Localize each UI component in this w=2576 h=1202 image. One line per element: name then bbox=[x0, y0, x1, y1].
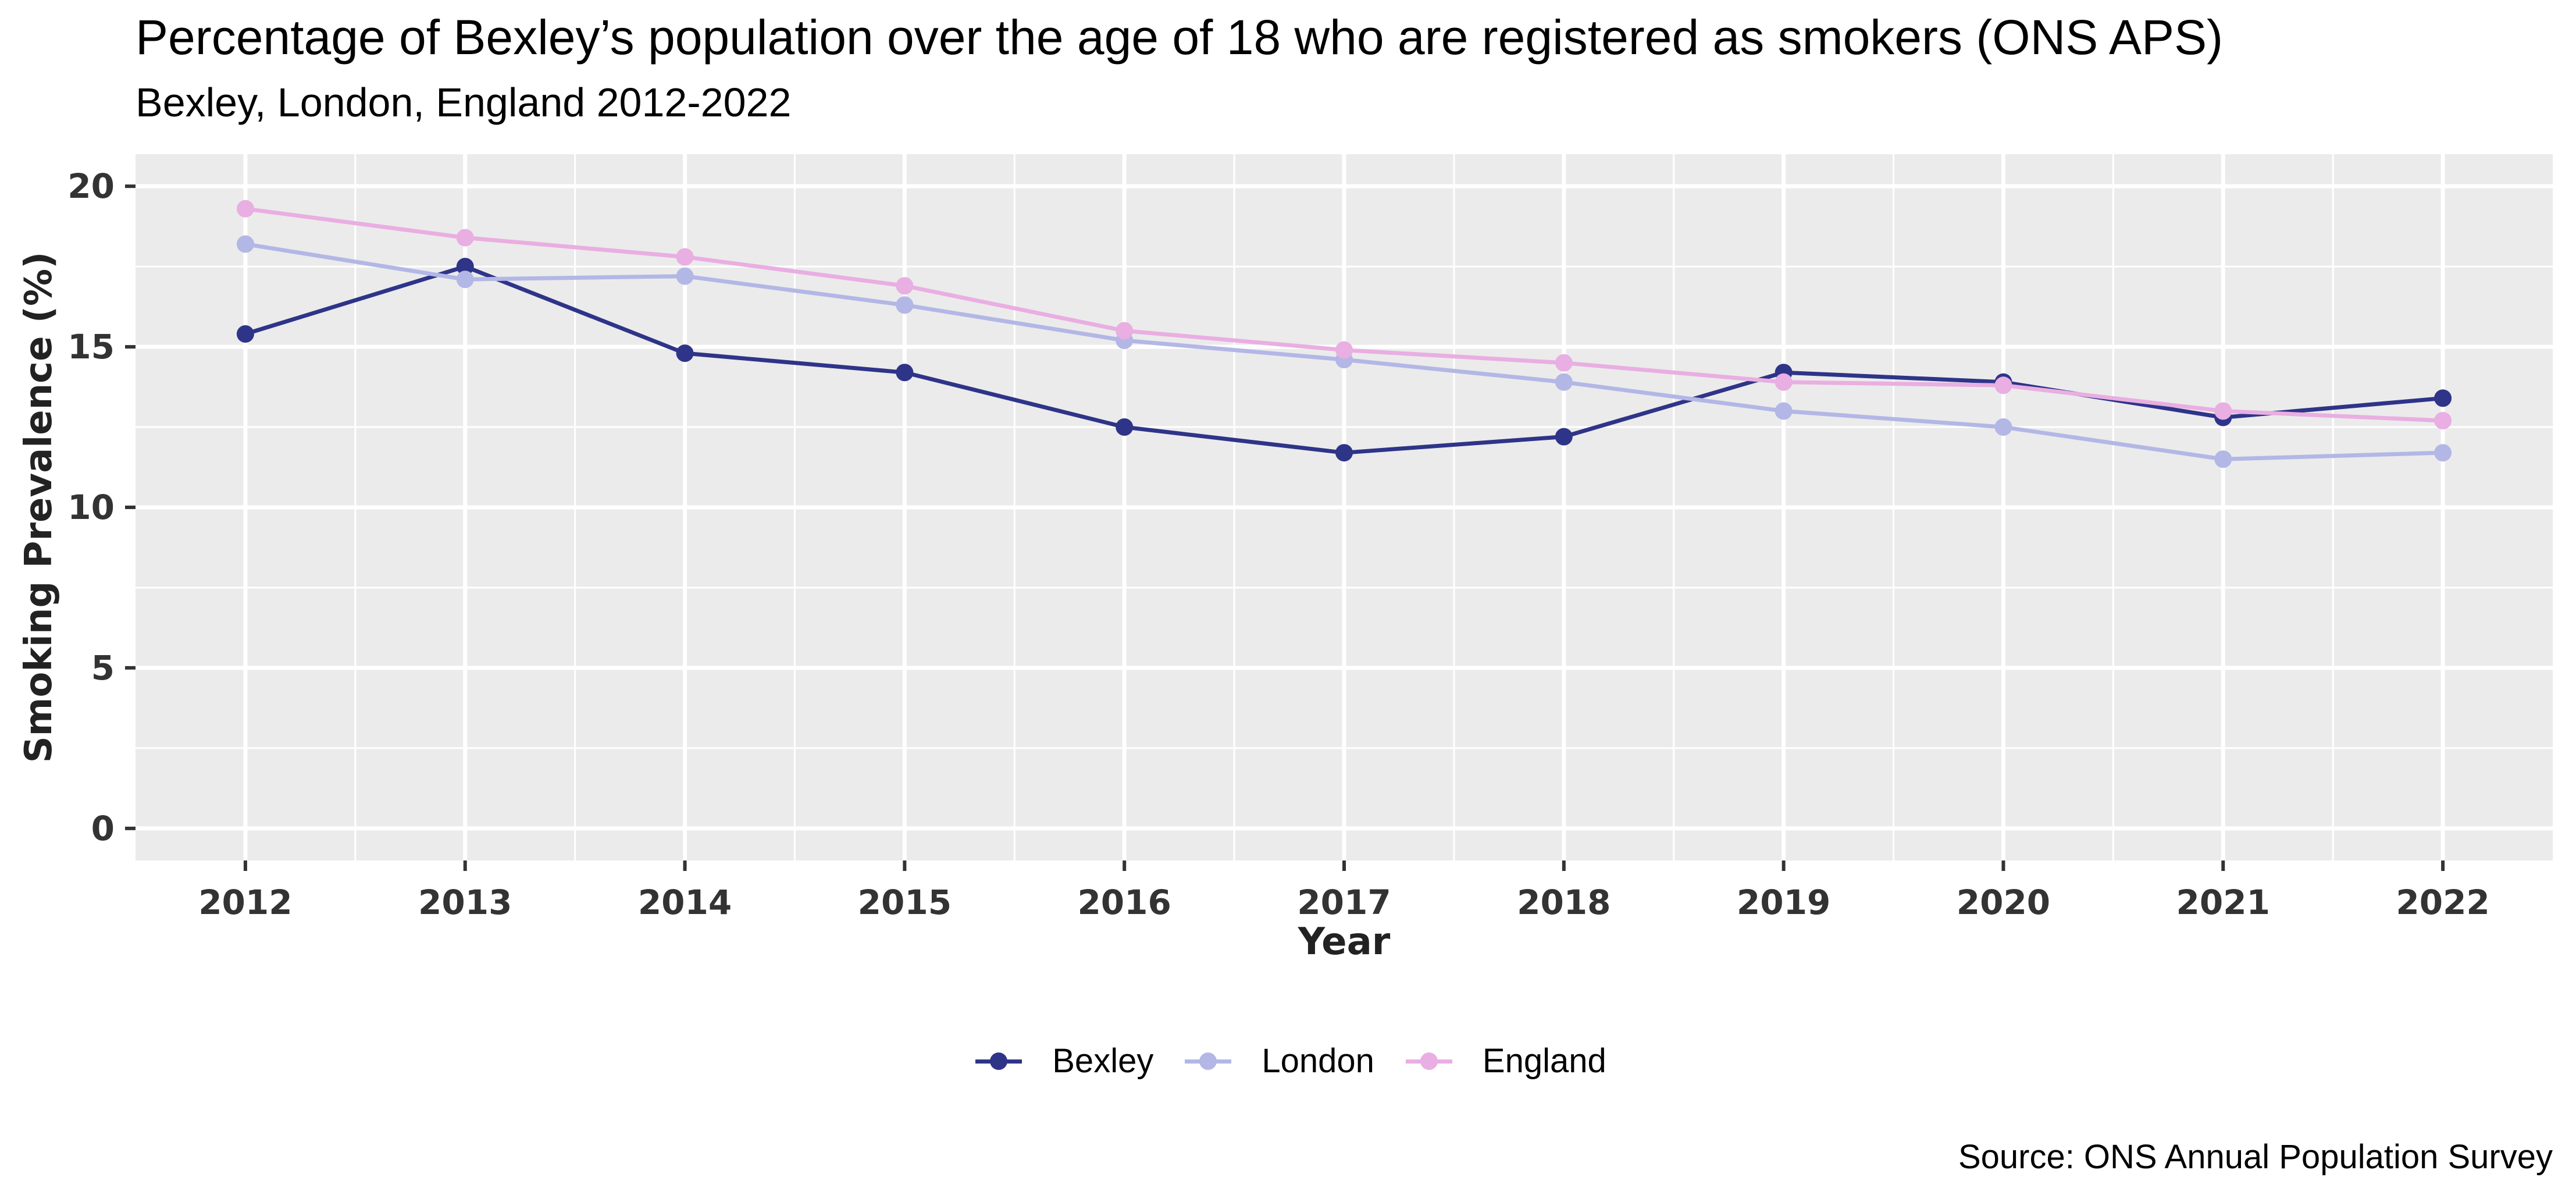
x-tick-label: 2022 bbox=[2396, 883, 2489, 922]
data-point-england-2013 bbox=[456, 229, 474, 247]
legend-point-swatch bbox=[990, 1052, 1008, 1070]
x-tick-label: 2017 bbox=[1297, 883, 1391, 922]
data-point-england-2019 bbox=[1775, 373, 1793, 391]
data-point-bexley-2016 bbox=[1116, 418, 1134, 436]
x-axis-title: Year bbox=[1298, 920, 1391, 963]
data-point-bexley-2012 bbox=[236, 325, 254, 343]
y-tick-label: 0 bbox=[91, 809, 115, 848]
data-point-london-2012 bbox=[236, 235, 254, 253]
x-tick-label: 2019 bbox=[1737, 883, 1830, 922]
y-axis: 0 5 10 15 20 bbox=[67, 166, 136, 848]
legend-label: England bbox=[1482, 1042, 1606, 1080]
legend-point-swatch bbox=[1420, 1052, 1438, 1070]
series-points bbox=[236, 200, 2452, 468]
y-tick-label: 10 bbox=[67, 488, 115, 527]
data-point-london-2013 bbox=[456, 271, 474, 289]
x-tick-label: 2014 bbox=[638, 883, 732, 922]
data-point-bexley-2013 bbox=[456, 258, 474, 276]
data-point-england-2021 bbox=[2214, 402, 2232, 420]
data-point-england-2012 bbox=[236, 200, 254, 218]
x-tick-label: 2021 bbox=[2176, 883, 2270, 922]
source-caption: Source: ONS Annual Population Survey bbox=[1958, 1138, 2553, 1176]
legend-key-bexley-icon bbox=[970, 1044, 1028, 1079]
data-point-london-2018 bbox=[1555, 373, 1573, 391]
data-point-london-2022 bbox=[2434, 444, 2452, 462]
data-point-london-2019 bbox=[1775, 402, 1793, 420]
chart-subtitle: Bexley, London, England 2012-2022 bbox=[136, 80, 792, 125]
data-point-london-2014 bbox=[676, 267, 694, 285]
data-point-bexley-2018 bbox=[1555, 428, 1573, 446]
x-axis: 2012 2013 2014 2015 2016 2017 2018 2019 2020 2021… bbox=[198, 860, 2490, 922]
data-point-bexley-2017 bbox=[1335, 444, 1353, 462]
data-point-bexley-2015 bbox=[896, 364, 914, 382]
x-tick-label: 2016 bbox=[1077, 883, 1171, 922]
y-tick-label: 15 bbox=[67, 327, 115, 367]
x-tick-label: 2020 bbox=[1957, 883, 2050, 922]
x-tick-label: 2012 bbox=[198, 883, 292, 922]
y-tick-label: 5 bbox=[91, 648, 115, 688]
x-tick-label: 2015 bbox=[858, 883, 952, 922]
data-point-london-2020 bbox=[1994, 418, 2012, 436]
data-point-bexley-2014 bbox=[676, 344, 694, 362]
y-axis-title: Smoking Prevalence (%) bbox=[17, 252, 60, 763]
legend-item-england: England bbox=[1400, 1041, 1606, 1080]
legend-item-london: London bbox=[1179, 1041, 1374, 1080]
legend: Bexley London England bbox=[0, 1041, 2576, 1080]
data-point-england-2018 bbox=[1555, 354, 1573, 372]
legend-item-bexley: Bexley bbox=[970, 1041, 1153, 1080]
x-tick-label: 2018 bbox=[1517, 883, 1611, 922]
legend-point-swatch bbox=[1199, 1052, 1217, 1070]
y-tick-label: 20 bbox=[67, 166, 115, 206]
data-point-england-2015 bbox=[896, 277, 914, 295]
legend-label: London bbox=[1262, 1042, 1374, 1080]
legend-key-london-icon bbox=[1179, 1044, 1237, 1079]
data-point-england-2022 bbox=[2434, 412, 2452, 430]
legend-key-england-icon bbox=[1400, 1044, 1458, 1079]
data-point-england-2017 bbox=[1335, 341, 1353, 359]
data-point-england-2016 bbox=[1116, 322, 1134, 340]
data-point-london-2015 bbox=[896, 296, 914, 314]
data-point-bexley-2022 bbox=[2434, 389, 2452, 407]
data-point-england-2014 bbox=[676, 248, 694, 266]
legend-label: Bexley bbox=[1052, 1042, 1154, 1080]
data-point-england-2020 bbox=[1994, 376, 2012, 394]
chart-title: Percentage of Bexley’s population over t… bbox=[136, 10, 2224, 65]
data-point-london-2021 bbox=[2214, 450, 2232, 468]
x-tick-label: 2013 bbox=[418, 883, 512, 922]
